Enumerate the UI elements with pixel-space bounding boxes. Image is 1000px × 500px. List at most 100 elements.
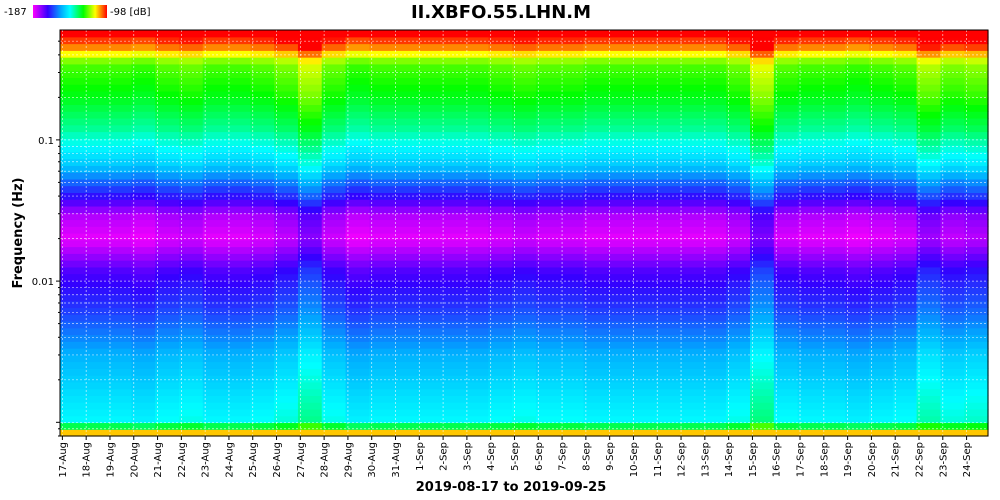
heatmap-cell [297,84,323,92]
heatmap-cell [155,320,180,329]
heatmap-cell [321,111,347,119]
heatmap-cell [131,117,156,126]
heatmap-cell [535,239,561,248]
heatmap-cell [583,253,608,261]
heatmap-cell [107,388,132,396]
heatmap-cell [226,36,251,45]
heatmap-cell [940,334,965,342]
heatmap-cell [869,253,894,261]
heatmap-cell [869,117,894,126]
heatmap-cell [250,273,275,281]
heatmap-cell [654,395,680,403]
heatmap-cell [107,341,132,349]
heatmap-cell [750,36,775,45]
heatmap-cell [607,273,632,281]
heatmap-cell [726,158,751,166]
heatmap-cell [726,178,751,187]
heatmap-cell [916,334,942,342]
heatmap-cell [226,361,251,369]
heatmap-cell [678,43,704,51]
heatmap-cell [369,348,394,356]
heatmap-cell [750,408,775,417]
heatmap-cell [369,30,394,38]
heatmap-cell [155,246,180,254]
heatmap-cell [845,354,870,363]
heatmap-cell [702,226,727,234]
heatmap-cell [726,415,751,424]
heatmap-cell [750,117,775,126]
heatmap-cell [155,219,180,227]
heatmap-cell [559,97,585,106]
heatmap-cell [464,36,489,45]
heatmap-cell [250,320,275,329]
heatmap-cell [202,280,228,288]
heatmap-cell [654,70,680,78]
heatmap-cell [916,415,942,424]
heatmap-cell [202,151,228,160]
x-tick-label: 14-Sep [724,442,735,477]
heatmap-cell [321,260,347,268]
heatmap-cell [369,219,394,227]
heatmap-cell [416,260,442,268]
heatmap-cell [750,138,775,146]
heatmap-cell [250,131,275,139]
heatmap-cell [83,429,109,437]
heatmap-cell [916,361,942,369]
heatmap-cell [821,111,846,119]
heatmap-cell [702,117,727,126]
heatmap-cell [440,354,466,363]
heatmap-cell [202,233,228,241]
heatmap-cell [131,97,156,106]
heatmap-cell [250,253,275,261]
heatmap-cell [488,300,513,309]
heatmap-cell [202,90,228,99]
heatmap-cell [726,293,751,302]
heatmap-cell [535,388,561,396]
heatmap-cell [345,422,370,430]
heatmap-cell [773,36,799,45]
heatmap-cell [297,233,323,241]
heatmap-cell [512,97,537,106]
heatmap-cell [416,185,442,193]
heatmap-cell [821,151,846,160]
heatmap-cell [250,354,275,363]
heatmap-cell [393,395,418,403]
heatmap-cell [607,395,632,403]
heatmap-cell [892,111,918,119]
heatmap-cell [750,429,775,437]
heatmap-cell [678,90,704,99]
heatmap-cell [440,111,466,119]
heatmap-cell [631,30,656,38]
heatmap-cell [654,84,680,92]
heatmap-cell [773,138,799,146]
heatmap-cell [845,381,870,390]
heatmap-cell [750,415,775,424]
heatmap-cell [773,422,799,430]
heatmap-cell [250,226,275,234]
heatmap-cell [178,233,204,241]
heatmap-cell [250,287,275,295]
heatmap-cell [202,368,228,376]
heatmap-cell [773,273,799,281]
heatmap-cell [60,90,85,99]
heatmap-cell [654,63,680,72]
heatmap-cell [916,408,942,417]
heatmap-cell [83,287,109,295]
heatmap-cell [345,293,370,302]
heatmap-cell [416,253,442,261]
heatmap-cell [297,70,323,78]
heatmap-cell [892,266,918,275]
heatmap-cell [583,77,608,85]
heatmap-cell [892,57,918,65]
heatmap-cell [297,293,323,302]
heatmap-cell [916,111,942,119]
heatmap-cell [202,138,228,146]
heatmap-cell [393,381,418,390]
heatmap-cell [83,178,109,187]
heatmap-cell [773,165,799,173]
heatmap-cell [702,361,727,369]
heatmap-cell [83,408,109,417]
heatmap-cell [512,219,537,227]
heatmap-cell [535,341,561,349]
heatmap-cell [297,124,323,133]
